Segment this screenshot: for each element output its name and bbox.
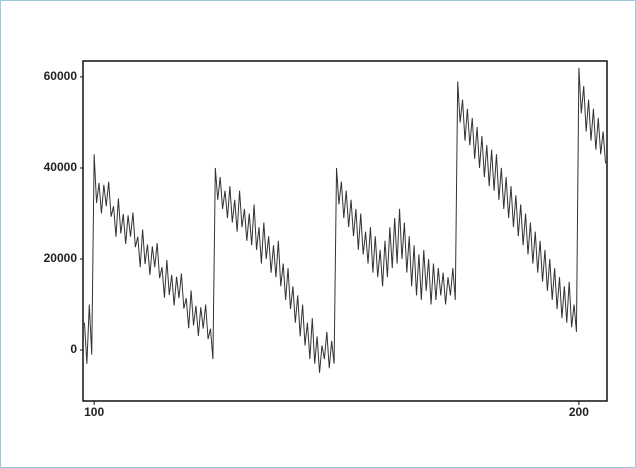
x-tick-label: 200: [569, 405, 589, 419]
x-tick-label: 100: [84, 405, 104, 419]
plot-frame: [82, 60, 608, 402]
line-series: [83, 67, 607, 373]
y-tick-label: 0: [70, 342, 77, 356]
y-tick-label: 60000: [44, 69, 78, 83]
y-tick-label: 20000: [44, 251, 78, 265]
y-tick-label: 40000: [44, 160, 78, 174]
